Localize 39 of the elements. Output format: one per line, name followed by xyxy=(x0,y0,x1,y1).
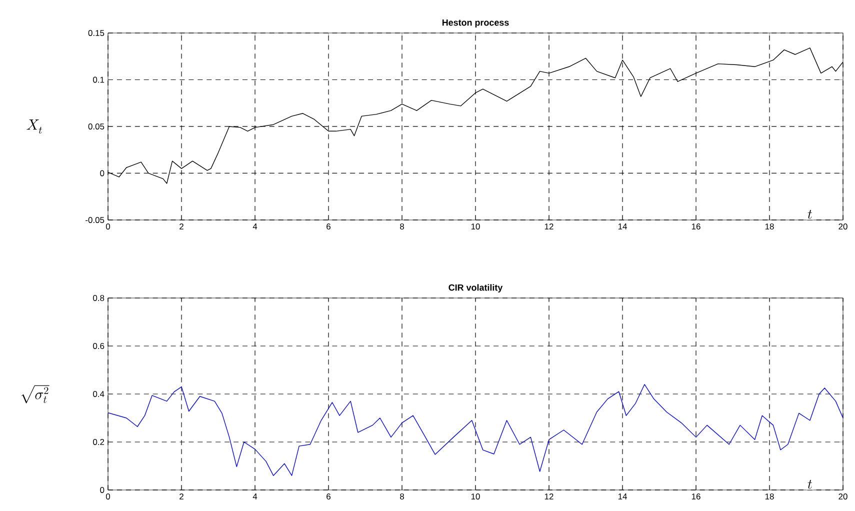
y-tick-label: 0.1 xyxy=(93,76,104,83)
x-tick-label: 12 xyxy=(544,224,554,230)
line-series xyxy=(108,384,844,476)
y-tick-label: 0.4 xyxy=(93,390,104,397)
x-tick-label: 12 xyxy=(544,494,554,500)
x-tick-label: 16 xyxy=(692,224,700,230)
chart-title: CIR volatility xyxy=(448,284,503,292)
x-tick-label: 6 xyxy=(326,224,330,230)
y-tick-label: 0.2 xyxy=(93,438,104,445)
x-axis-title: $t$ xyxy=(808,210,812,219)
y-axis-title: $X_t$ xyxy=(26,119,42,134)
y-tick-label: 0.6 xyxy=(93,343,104,349)
x-tick-label: 10 xyxy=(471,224,480,230)
x-tick-label: 0 xyxy=(106,224,110,230)
x-tick-label: 2 xyxy=(180,224,184,230)
x-tick-label: 10 xyxy=(471,494,480,500)
y-tick-label: 0.05 xyxy=(88,123,104,130)
x-axis-title: $t$ xyxy=(808,480,812,489)
x-tick-label: 14 xyxy=(618,494,627,500)
x-tick-label: 2 xyxy=(180,494,184,500)
y-tick-label: 0 xyxy=(100,170,104,176)
x-tick-label: 16 xyxy=(692,494,700,500)
y-axis-title: $\sqrt{\sigma_t^2}$ xyxy=(21,385,50,404)
x-tick-label: 20 xyxy=(838,494,848,500)
y-tick-label: 0 xyxy=(100,486,104,493)
x-tick-label: 8 xyxy=(400,224,404,230)
x-tick-label: 4 xyxy=(252,494,258,500)
x-tick-label: 0 xyxy=(106,494,110,500)
x-tick-label: 8 xyxy=(400,494,404,500)
y-tick-label: 0.15 xyxy=(88,30,104,36)
x-tick-label: 20 xyxy=(838,224,848,230)
x-tick-label: 14 xyxy=(618,224,627,230)
x-tick-label: 18 xyxy=(765,224,774,230)
y-tick-label: -0.05 xyxy=(86,216,104,223)
x-tick-label: 4 xyxy=(252,224,258,230)
x-tick-label: 6 xyxy=(326,494,330,500)
chart-title: Heston process xyxy=(442,19,509,28)
x-tick-label: 18 xyxy=(765,494,774,500)
y-tick-label: 0.8 xyxy=(93,295,104,301)
